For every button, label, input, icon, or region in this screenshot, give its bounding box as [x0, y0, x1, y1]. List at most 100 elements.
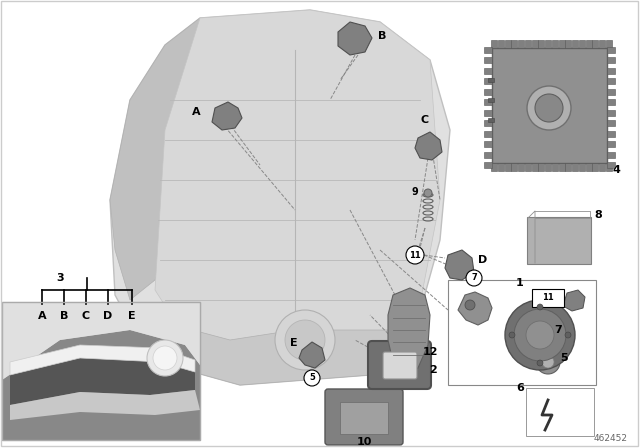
- Text: E: E: [128, 311, 136, 321]
- Bar: [518, 40, 524, 48]
- Circle shape: [535, 94, 563, 122]
- Text: 1: 1: [516, 278, 524, 288]
- Circle shape: [285, 320, 325, 360]
- Circle shape: [542, 356, 554, 368]
- Bar: [538, 163, 545, 171]
- FancyBboxPatch shape: [527, 217, 591, 264]
- Bar: [525, 163, 531, 171]
- Circle shape: [537, 360, 543, 366]
- Bar: [488, 78, 494, 82]
- Circle shape: [526, 321, 554, 349]
- Text: 3: 3: [56, 273, 64, 283]
- Bar: [559, 40, 564, 48]
- Bar: [552, 40, 558, 48]
- Bar: [538, 40, 545, 48]
- Bar: [607, 78, 615, 84]
- Bar: [593, 163, 598, 171]
- Bar: [492, 48, 607, 163]
- Polygon shape: [2, 302, 200, 440]
- Circle shape: [424, 189, 432, 197]
- Bar: [586, 40, 592, 48]
- Polygon shape: [10, 358, 195, 405]
- Text: 11: 11: [542, 293, 554, 302]
- Circle shape: [527, 86, 571, 130]
- Circle shape: [275, 310, 335, 370]
- Bar: [532, 40, 538, 48]
- Polygon shape: [388, 288, 430, 372]
- Text: C: C: [421, 115, 429, 125]
- Bar: [504, 40, 511, 48]
- Text: 5: 5: [309, 374, 315, 383]
- Bar: [552, 163, 558, 171]
- Text: 7: 7: [471, 273, 477, 283]
- Bar: [484, 151, 492, 158]
- Bar: [579, 163, 585, 171]
- Bar: [448, 280, 596, 385]
- Text: D: D: [104, 311, 113, 321]
- Bar: [484, 57, 492, 64]
- Bar: [484, 68, 492, 74]
- Polygon shape: [299, 342, 325, 368]
- FancyBboxPatch shape: [532, 289, 564, 307]
- Bar: [491, 40, 497, 48]
- Polygon shape: [150, 320, 415, 385]
- Text: A: A: [192, 107, 200, 117]
- Bar: [607, 68, 615, 74]
- Bar: [607, 110, 615, 116]
- Bar: [488, 98, 494, 102]
- Bar: [498, 40, 504, 48]
- Bar: [488, 118, 494, 122]
- Bar: [572, 163, 578, 171]
- Bar: [511, 163, 517, 171]
- Bar: [607, 99, 615, 105]
- Bar: [484, 89, 492, 95]
- Bar: [525, 40, 531, 48]
- FancyBboxPatch shape: [325, 389, 403, 445]
- Bar: [484, 141, 492, 147]
- Circle shape: [153, 346, 177, 370]
- Bar: [607, 57, 615, 64]
- Bar: [518, 163, 524, 171]
- Text: 6: 6: [516, 383, 524, 393]
- Circle shape: [304, 370, 320, 386]
- Bar: [565, 40, 572, 48]
- Text: 2: 2: [429, 365, 437, 375]
- Bar: [572, 40, 578, 48]
- Bar: [607, 89, 615, 95]
- Circle shape: [466, 270, 482, 286]
- Circle shape: [406, 246, 424, 264]
- Bar: [607, 47, 615, 53]
- Bar: [526, 388, 594, 436]
- Polygon shape: [2, 302, 200, 380]
- Text: 8: 8: [594, 210, 602, 220]
- Bar: [579, 40, 585, 48]
- Circle shape: [565, 332, 571, 338]
- Bar: [606, 40, 612, 48]
- Bar: [559, 163, 564, 171]
- Polygon shape: [415, 132, 442, 160]
- Polygon shape: [338, 22, 372, 55]
- Text: 10: 10: [356, 437, 372, 447]
- Text: 4: 4: [612, 165, 620, 175]
- Bar: [607, 162, 615, 168]
- Text: 9: 9: [412, 187, 419, 197]
- Circle shape: [465, 300, 475, 310]
- Bar: [484, 162, 492, 168]
- Text: 7: 7: [554, 325, 562, 335]
- Polygon shape: [110, 10, 450, 385]
- Text: 462452: 462452: [594, 434, 628, 443]
- Bar: [484, 131, 492, 137]
- Bar: [491, 163, 497, 171]
- Polygon shape: [445, 250, 474, 280]
- Circle shape: [509, 332, 515, 338]
- Polygon shape: [563, 290, 585, 311]
- Text: E: E: [290, 338, 298, 348]
- Text: 12: 12: [422, 347, 438, 357]
- Bar: [484, 120, 492, 126]
- Bar: [484, 110, 492, 116]
- Bar: [545, 163, 551, 171]
- FancyBboxPatch shape: [383, 352, 417, 379]
- Text: C: C: [82, 311, 90, 321]
- Polygon shape: [212, 102, 242, 130]
- Bar: [532, 163, 538, 171]
